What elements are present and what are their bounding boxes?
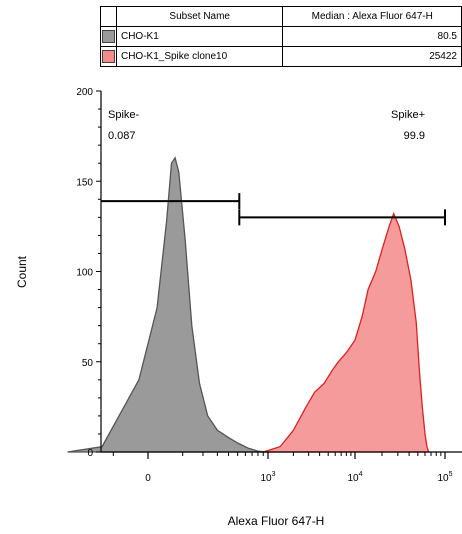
x-axis-label: Alexa Fluor 647-H <box>228 514 325 528</box>
legend-swatch <box>101 30 115 43</box>
y-tick-label: 150 <box>76 177 93 188</box>
x-tick-label: 104 <box>347 471 362 484</box>
y-tick-label: 50 <box>82 358 94 369</box>
y-tick-label: 0 <box>87 448 93 459</box>
legend-table: Subset Name Median : Alexa Fluor 647-H C… <box>100 6 462 67</box>
y-tick-label: 200 <box>76 87 93 98</box>
legend-row: CHO-K1_Spike clone10 25422 <box>100 46 462 67</box>
series-0-area <box>67 156 269 453</box>
legend-swatch <box>101 50 115 63</box>
x-tick-label: 103 <box>260 471 275 484</box>
gate-name: Spike- <box>108 109 140 121</box>
legend-header-row: Subset Name Median : Alexa Fluor 647-H <box>100 6 462 27</box>
legend-name: CHO-K1_Spike clone10 <box>115 46 284 67</box>
series-1-area <box>263 211 430 453</box>
y-axis-label: Count <box>15 255 29 288</box>
gate-value: 99.9 <box>404 130 425 142</box>
x-tick-label: 105 <box>437 471 452 484</box>
gate-value: 0.087 <box>108 130 136 142</box>
legend-value: 25422 <box>282 46 462 67</box>
gate-name: Spike+ <box>391 109 425 121</box>
y-tick-label: 100 <box>76 268 93 279</box>
x-tick-label: 0 <box>145 473 151 484</box>
